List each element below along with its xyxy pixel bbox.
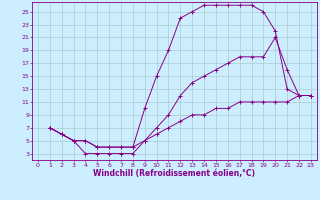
X-axis label: Windchill (Refroidissement éolien,°C): Windchill (Refroidissement éolien,°C) xyxy=(93,169,255,178)
